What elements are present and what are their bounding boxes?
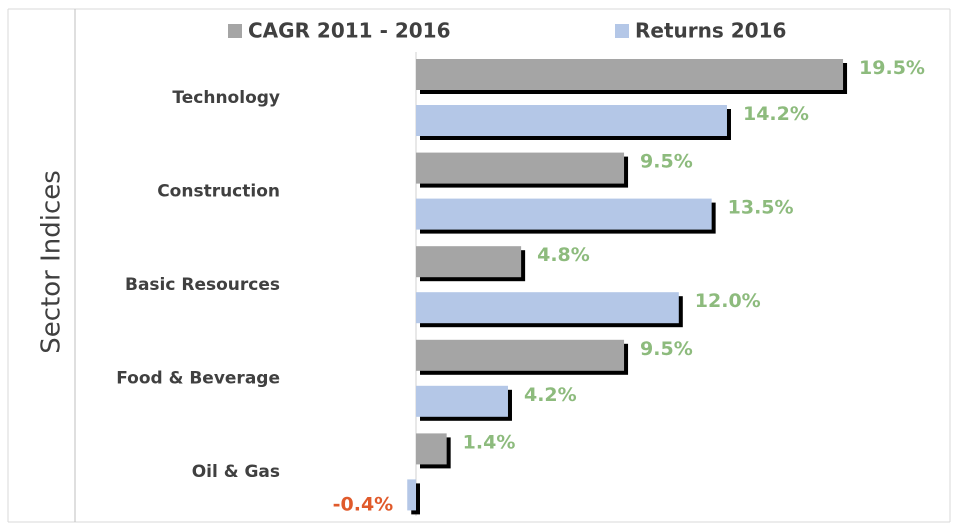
y-axis-label: Sector Indices: [37, 170, 67, 354]
bar: [416, 246, 522, 278]
value-label: 1.4%: [463, 431, 516, 453]
value-label: 19.5%: [859, 57, 925, 79]
value-label: 13.5%: [728, 197, 794, 219]
bar: [416, 339, 625, 371]
value-label: 9.5%: [640, 338, 693, 360]
legend-swatch: [228, 24, 242, 38]
category-label: Construction: [157, 181, 280, 201]
category-label: Food & Beverage: [116, 369, 280, 389]
value-label: 9.5%: [640, 151, 693, 173]
bar: [416, 152, 625, 184]
category-label: Oil & Gas: [192, 462, 280, 482]
bar: [416, 59, 844, 90]
bar: [407, 479, 416, 511]
bar: [416, 198, 712, 230]
category-label: Basic Resources: [125, 275, 280, 295]
category-label: Technology: [172, 88, 280, 108]
legend-label: Returns 2016: [635, 19, 786, 43]
bar: [416, 105, 727, 136]
bar: [416, 385, 508, 417]
value-label: 4.2%: [524, 384, 577, 406]
bar: [416, 292, 679, 324]
value-label: 4.8%: [537, 244, 590, 266]
legend-label: CAGR 2011 - 2016: [248, 19, 451, 43]
value-label: -0.4%: [333, 493, 394, 515]
value-label: 12.0%: [695, 290, 761, 312]
value-label: 14.2%: [743, 103, 809, 125]
legend-swatch: [615, 24, 629, 38]
bar: [416, 433, 447, 465]
